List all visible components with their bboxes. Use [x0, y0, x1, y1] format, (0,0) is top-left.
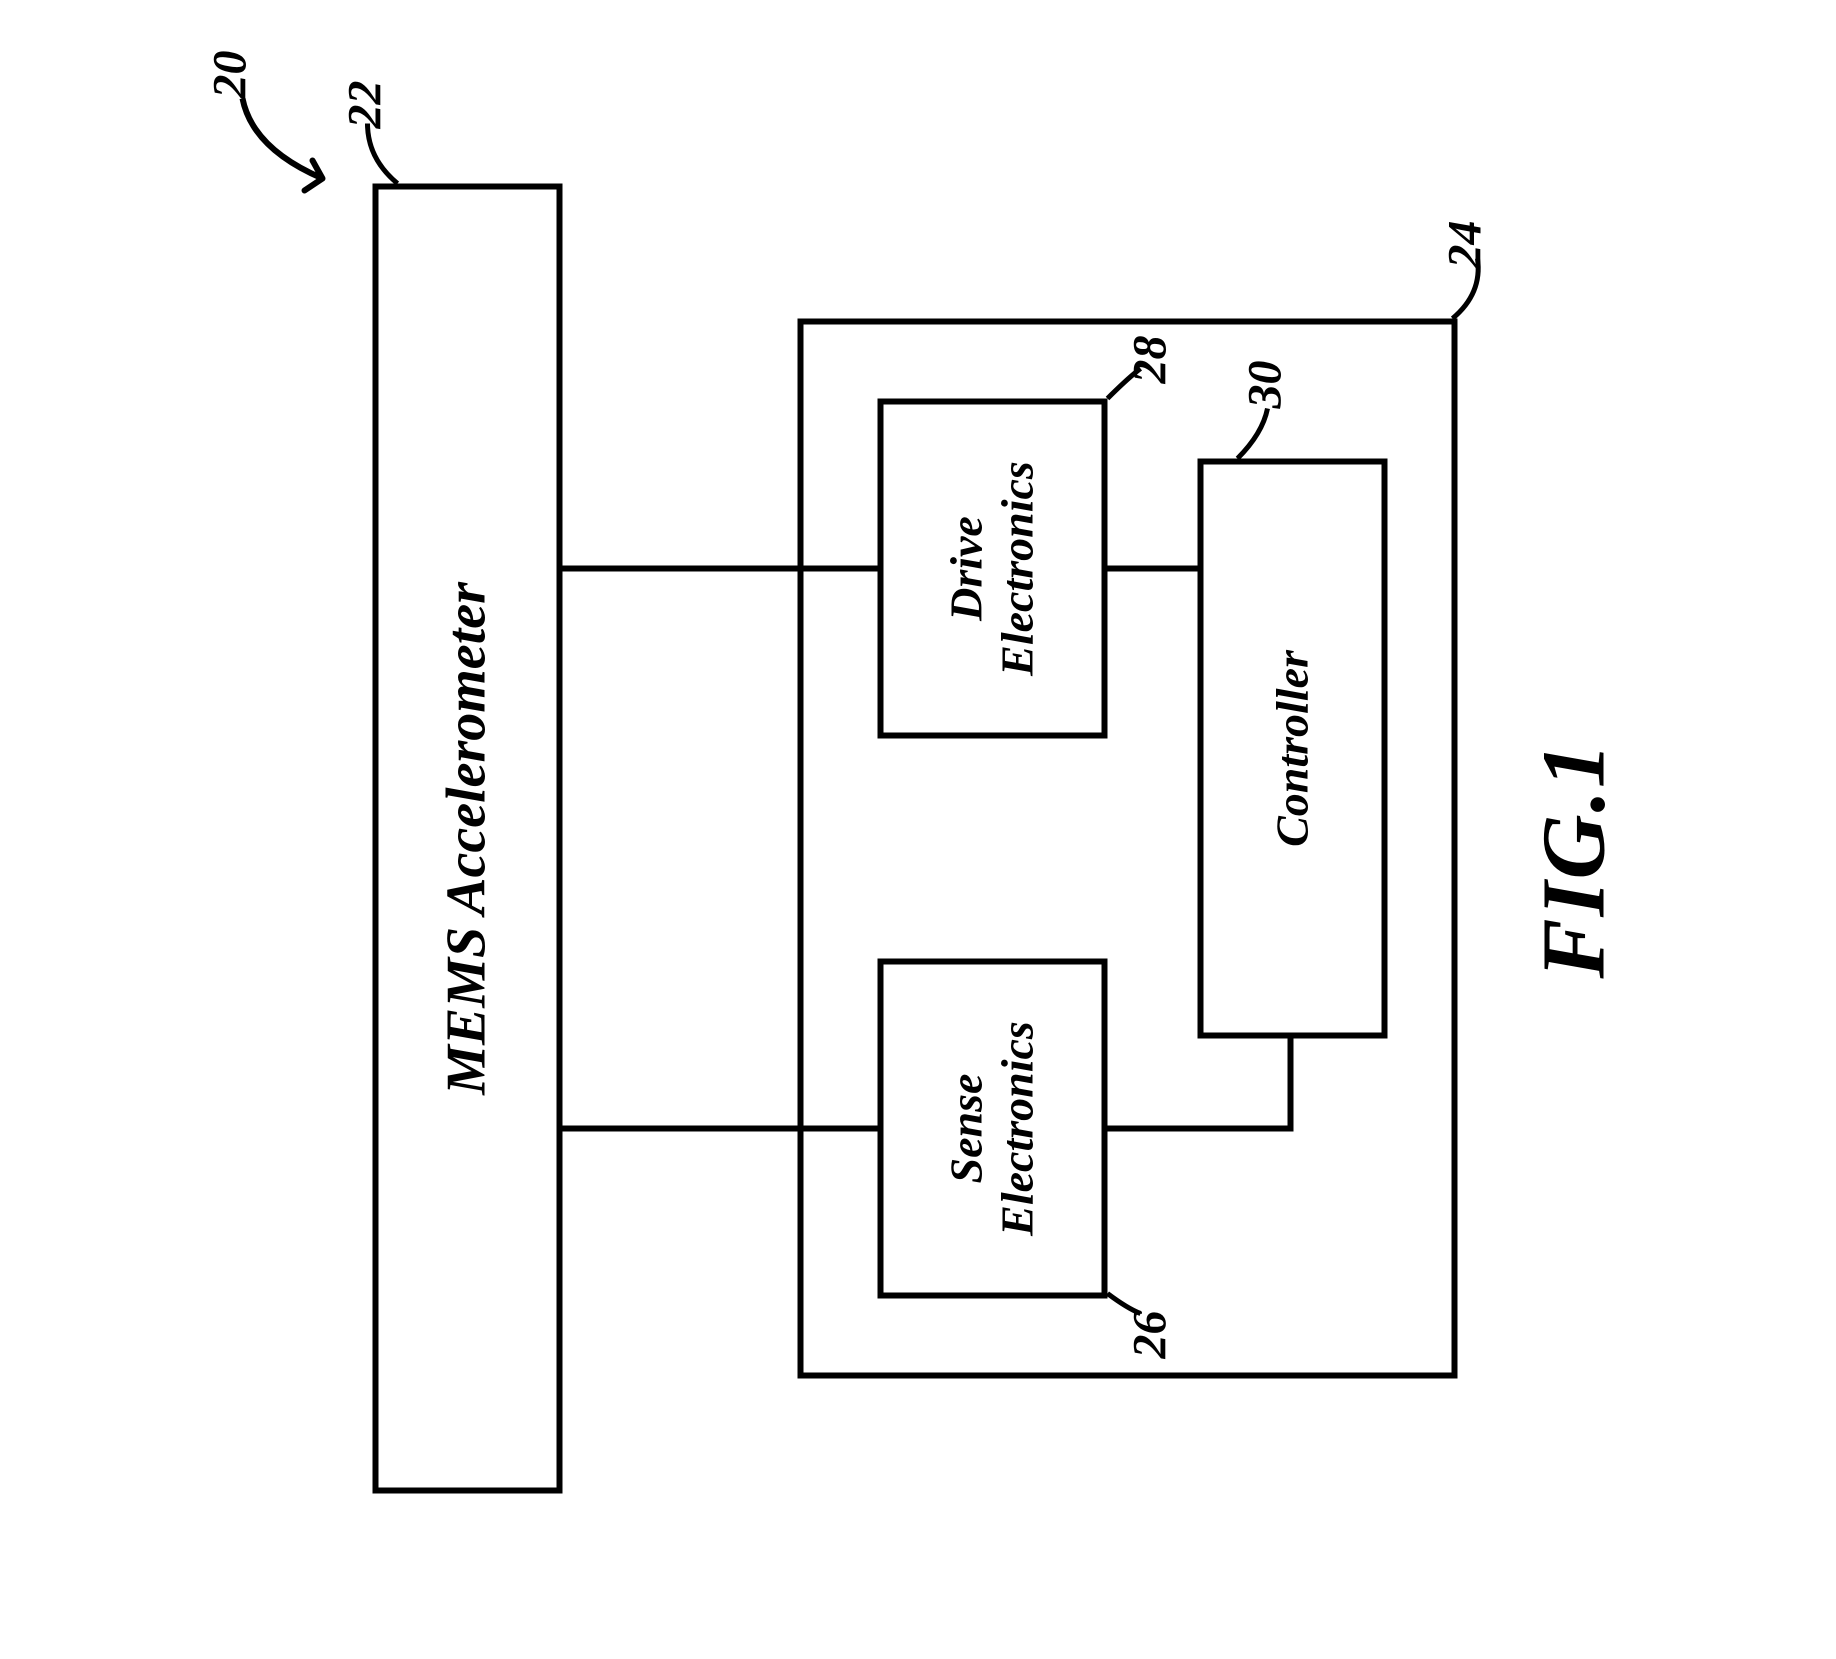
controller-label: Controller	[1267, 650, 1318, 847]
sense-l1: Sense	[941, 1074, 992, 1184]
sense-electronics-label: Sense Electronics	[942, 1021, 1043, 1236]
conn-accel-drive	[563, 566, 878, 572]
controller-box: Controller	[1198, 459, 1388, 1039]
drive-l1: Drive	[941, 516, 992, 621]
lead-30	[1233, 404, 1273, 464]
lead-22	[363, 119, 403, 189]
conn-drive-controller-v	[1108, 566, 1198, 572]
conn-accel-sense	[563, 1126, 878, 1132]
sense-electronics-box: Sense Electronics	[878, 959, 1108, 1299]
mems-accelerometer-box: MEMS Accelerometer	[373, 184, 563, 1494]
figure-label: FIG.1	[1523, 741, 1626, 979]
lead-20-arrow	[233, 89, 353, 209]
lead-24	[1448, 254, 1488, 324]
ref-30: 30	[1238, 361, 1293, 409]
mems-accelerometer-label: MEMS Accelerometer	[437, 582, 499, 1095]
conn-sense-controller-h	[1288, 1033, 1294, 1132]
conn-sense-controller-v	[1108, 1126, 1288, 1132]
lead-26	[1103, 1269, 1143, 1319]
sense-l2: Electronics	[992, 1021, 1043, 1236]
drive-electronics-box: Drive Electronics	[878, 399, 1108, 739]
drive-l2: Electronics	[992, 461, 1043, 676]
lead-28	[1103, 364, 1143, 414]
drive-electronics-label: Drive Electronics	[942, 461, 1043, 676]
